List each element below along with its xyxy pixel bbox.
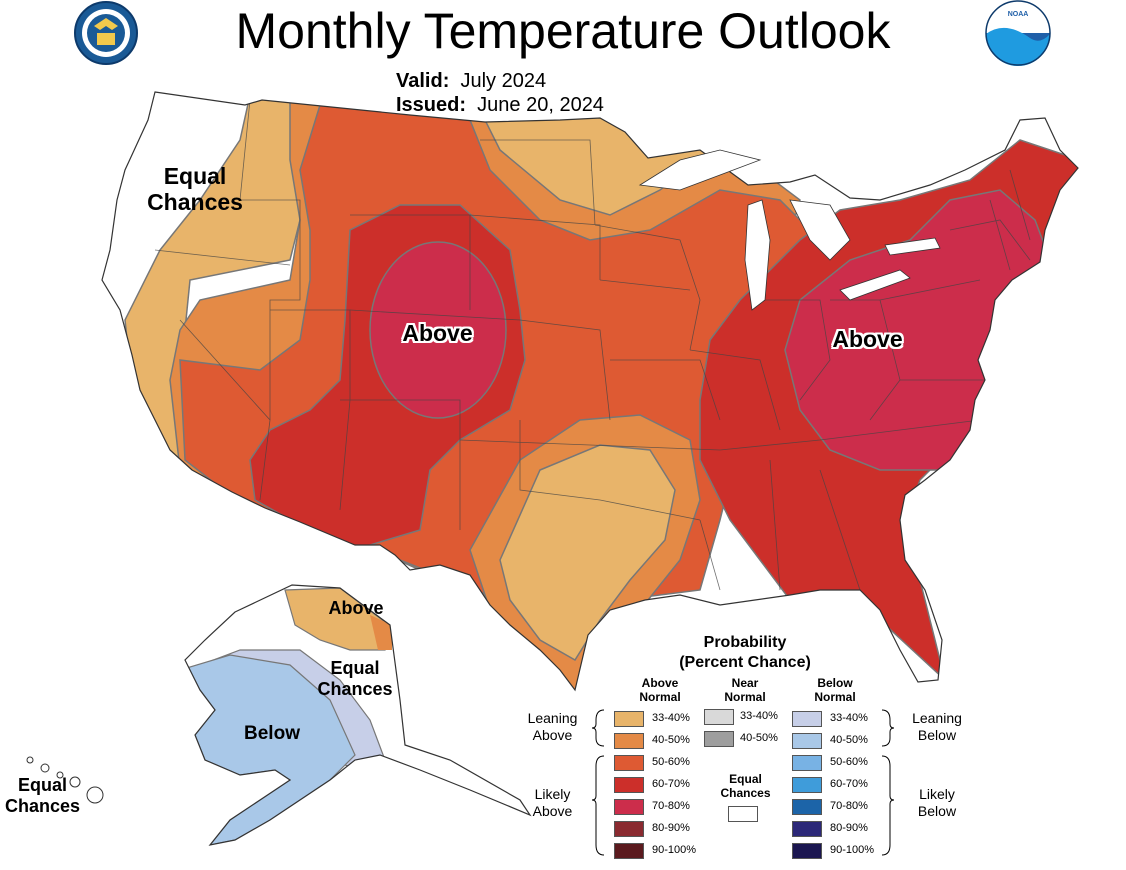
legend-above-80-90: 80-90% [652, 822, 690, 834]
above-33-40-texas [499, 444, 676, 662]
swatch-below-60-70 [792, 777, 822, 793]
legend-below-50-60: 50-60% [830, 756, 868, 768]
legend-above-90-100: 90-100% [652, 844, 697, 856]
legend-below-header: Below Normal [814, 676, 856, 705]
legend-near-header: Near Normal [724, 676, 766, 705]
issued-value: June 20, 2024 [477, 94, 604, 116]
legend-below-70-80: 70-80% [830, 800, 868, 812]
legend-below-33-40: 33-40% [830, 712, 868, 724]
valid-value: July 2024 [460, 70, 547, 92]
legend-above-40-50: 40-50% [652, 734, 690, 746]
ak-above-40-50 [370, 615, 392, 650]
legend-likely-above: Likely Above [532, 786, 573, 819]
label-central-above: Above [402, 320, 473, 346]
commerce-seal-logo [74, 1, 138, 65]
label-ak-above: Above [328, 598, 384, 618]
legend-near-40-50: 40-50% [740, 732, 778, 744]
legend-below-90-100: 90-100% [830, 844, 875, 856]
swatch-above-70-80 [614, 799, 644, 815]
swatch-above-60-70 [614, 777, 644, 793]
swatch-above-80-90 [614, 821, 644, 837]
swatch-below-50-60 [792, 755, 822, 771]
legend-right-brackets [881, 709, 895, 856]
legend-near-33-40: 33-40% [740, 710, 778, 722]
legend-below-60-70: 60-70% [830, 778, 868, 790]
noaa-logo-text: NOAA [1007, 11, 1029, 18]
legend-subtitle: (Percent Chance) [679, 654, 811, 671]
hawaii-islands [26, 756, 104, 804]
swatch-below-40-50 [792, 733, 822, 749]
swatch-above-33-40 [614, 711, 644, 727]
swatch-above-90-100 [614, 843, 644, 859]
lake-ontario [884, 237, 941, 256]
alaska-outline [184, 584, 532, 846]
legend-above-header: Above Normal [639, 676, 681, 705]
label-west-equal-chances: Equal Chances [147, 163, 243, 216]
lake-erie [839, 269, 911, 301]
swatch-below-80-90 [792, 821, 822, 837]
legend-leaning-below: Leaning Below [912, 710, 962, 743]
lake-superior [638, 149, 762, 191]
swatch-below-70-80 [792, 799, 822, 815]
label-east-above: Above [832, 326, 903, 352]
label-ak-below: Below [244, 723, 300, 744]
valid-line: Valid: July 2024 [396, 70, 546, 93]
swatch-above-50-60 [614, 755, 644, 771]
page-title: Monthly Temperature Outlook [235, 3, 891, 59]
label-hawaii-equal-chances: Equal Chances [4, 775, 81, 816]
lake-michigan [744, 199, 771, 311]
legend-title: Probability [703, 634, 787, 651]
noaa-logo [985, 0, 1051, 66]
lake-huron [789, 199, 851, 261]
swatch-near-33-40 [704, 709, 734, 725]
above-70-80-rockies [369, 241, 507, 419]
issued-label: Issued: [396, 94, 467, 116]
legend-below-40-50: 40-50% [830, 734, 868, 746]
conus-outline [101, 91, 1079, 692]
swatch-below-90-100 [792, 843, 822, 859]
swatch-equal-chances [728, 806, 758, 822]
swatch-below-33-40 [792, 711, 822, 727]
legend-below-80-90: 80-90% [830, 822, 868, 834]
legend-likely-below: Likely Below [917, 786, 957, 819]
issued-line: Issued: June 20, 2024 [396, 94, 604, 117]
legend-left-brackets [591, 709, 605, 856]
legend-leaning-above: Leaning Above [527, 710, 578, 743]
legend-above-60-70: 60-70% [652, 778, 690, 790]
legend-above-70-80: 70-80% [652, 800, 690, 812]
swatch-above-40-50 [614, 733, 644, 749]
swatch-near-40-50 [704, 731, 734, 747]
legend-above-33-40: 33-40% [652, 712, 690, 724]
legend-equal-chances: Equal Chances [720, 772, 771, 801]
valid-label: Valid: [396, 70, 450, 92]
label-ak-equal-chances: Equal Chances [317, 658, 393, 699]
legend-above-50-60: 50-60% [652, 756, 690, 768]
